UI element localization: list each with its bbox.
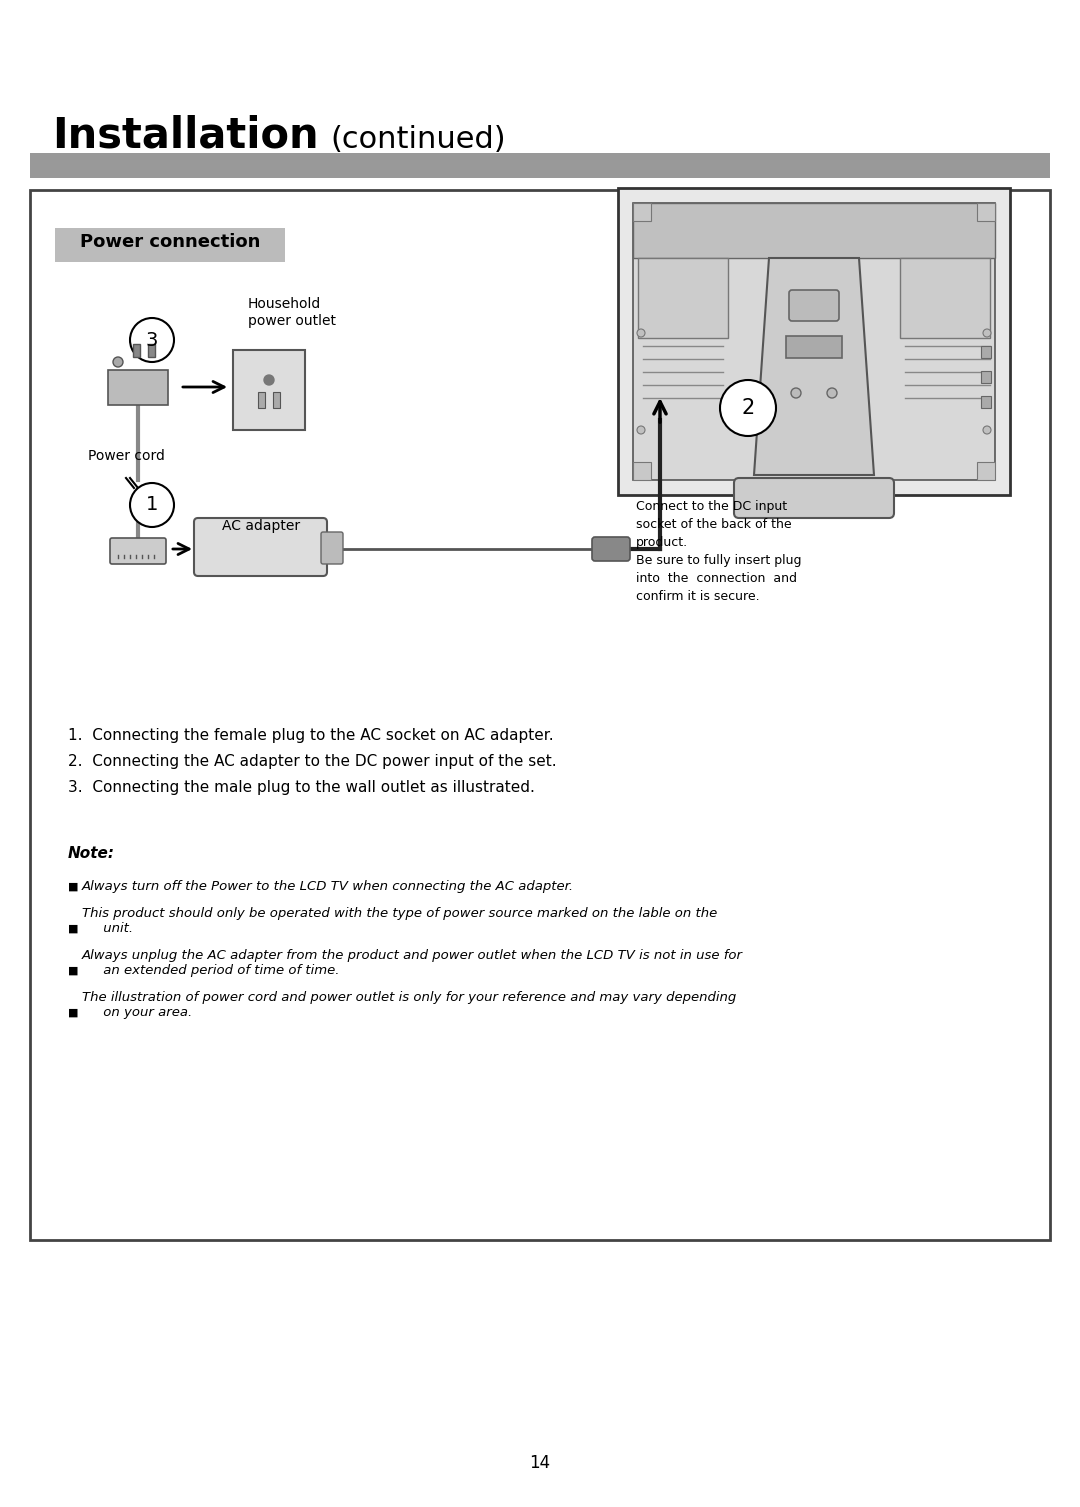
Bar xyxy=(633,203,995,258)
Text: ■: ■ xyxy=(68,924,79,934)
Circle shape xyxy=(791,387,801,398)
FancyBboxPatch shape xyxy=(734,478,894,518)
Bar xyxy=(981,347,991,359)
Text: ■: ■ xyxy=(68,966,79,977)
Text: (continued): (continued) xyxy=(330,125,505,154)
Text: Connect to the DC input: Connect to the DC input xyxy=(636,500,787,512)
Text: AC adapter: AC adapter xyxy=(221,518,300,533)
Text: Be sure to fully insert plug: Be sure to fully insert plug xyxy=(636,555,801,567)
FancyBboxPatch shape xyxy=(321,532,343,564)
Circle shape xyxy=(827,387,837,398)
Circle shape xyxy=(130,484,174,527)
Bar xyxy=(981,371,991,383)
Text: This product should only be operated with the type of power source marked on the: This product should only be operated wit… xyxy=(82,907,717,934)
Text: 1: 1 xyxy=(146,496,158,514)
Text: 3.  Connecting the male plug to the wall outlet as illustrated.: 3. Connecting the male plug to the wall … xyxy=(68,781,535,796)
Bar xyxy=(618,188,1010,494)
Text: 14: 14 xyxy=(529,1454,551,1472)
Text: into  the  connection  and: into the connection and xyxy=(636,573,797,585)
Text: Note:: Note: xyxy=(68,845,114,860)
Text: 3: 3 xyxy=(146,330,158,350)
Circle shape xyxy=(720,380,777,436)
Circle shape xyxy=(113,357,123,368)
Bar xyxy=(633,203,651,222)
Polygon shape xyxy=(754,258,874,475)
Bar xyxy=(977,463,995,481)
FancyBboxPatch shape xyxy=(592,536,630,561)
Bar xyxy=(148,344,156,357)
Bar xyxy=(55,228,285,262)
Bar xyxy=(638,258,728,338)
Text: ■: ■ xyxy=(68,1008,79,1019)
Text: product.: product. xyxy=(636,536,688,549)
Bar xyxy=(273,392,280,408)
FancyBboxPatch shape xyxy=(194,518,327,576)
FancyBboxPatch shape xyxy=(233,350,305,429)
Bar xyxy=(633,203,995,481)
Text: 1.  Connecting the female plug to the AC socket on AC adapter.: 1. Connecting the female plug to the AC … xyxy=(68,728,554,743)
Bar xyxy=(633,463,651,481)
Text: The illustration of power cord and power outlet is only for your reference and m: The illustration of power cord and power… xyxy=(82,992,737,1019)
Circle shape xyxy=(983,329,991,338)
Circle shape xyxy=(130,318,174,362)
Text: Installation: Installation xyxy=(52,115,319,157)
Circle shape xyxy=(264,375,274,384)
Text: 2: 2 xyxy=(741,398,755,417)
FancyBboxPatch shape xyxy=(110,538,166,564)
Bar xyxy=(981,396,991,408)
Circle shape xyxy=(637,426,645,434)
Polygon shape xyxy=(108,371,168,405)
Bar xyxy=(258,392,265,408)
Bar xyxy=(786,336,842,359)
Circle shape xyxy=(637,329,645,338)
Text: Always unplug the AC adapter from the product and power outlet when the LCD TV i: Always unplug the AC adapter from the pr… xyxy=(82,949,743,977)
Bar xyxy=(30,154,1050,178)
Bar xyxy=(977,203,995,222)
Text: confirm it is secure.: confirm it is secure. xyxy=(636,591,759,603)
Bar xyxy=(30,190,1050,1240)
Text: Power cord: Power cord xyxy=(87,449,165,463)
Text: ■: ■ xyxy=(68,882,79,892)
Circle shape xyxy=(983,426,991,434)
Text: power outlet: power outlet xyxy=(248,313,336,329)
FancyBboxPatch shape xyxy=(789,289,839,321)
Text: Household: Household xyxy=(248,297,321,310)
Text: socket of the back of the: socket of the back of the xyxy=(636,518,792,530)
Bar xyxy=(133,344,140,357)
Text: Power connection: Power connection xyxy=(80,234,260,252)
Bar xyxy=(900,258,990,338)
Text: Always turn off the Power to the LCD TV when connecting the AC adapter.: Always turn off the Power to the LCD TV … xyxy=(82,880,575,894)
Text: 2.  Connecting the AC adapter to the DC power input of the set.: 2. Connecting the AC adapter to the DC p… xyxy=(68,754,556,769)
